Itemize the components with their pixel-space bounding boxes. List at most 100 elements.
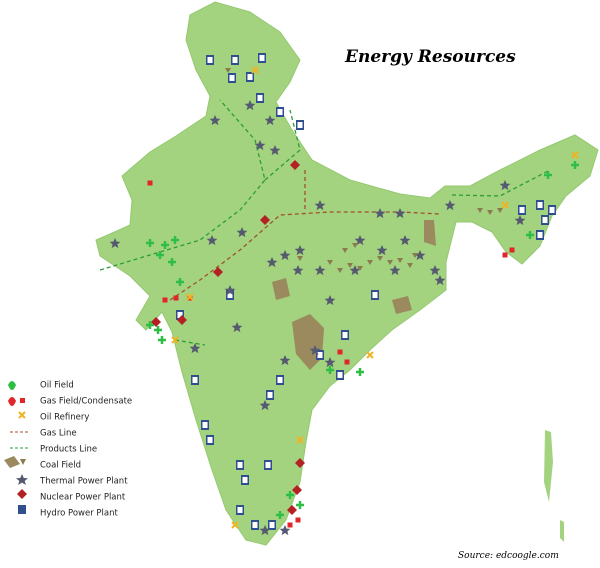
hydro-plant-inner xyxy=(277,377,283,383)
thermal-plant xyxy=(354,235,366,246)
legend-icon xyxy=(18,505,26,514)
thermal-plant xyxy=(314,200,326,211)
nuclear-plant xyxy=(177,315,187,325)
gas-field xyxy=(287,522,293,528)
nuclear-plant xyxy=(213,267,223,277)
thermal-plant xyxy=(254,140,266,151)
coal-point xyxy=(477,208,483,213)
legend-label: Gas Field/Condensate xyxy=(40,397,132,407)
gas-field xyxy=(295,517,301,523)
thermal-plant xyxy=(109,238,121,249)
refinery xyxy=(251,66,259,74)
hydro-plant-inner xyxy=(247,74,253,80)
hydro-plant-inner xyxy=(207,437,213,443)
coal-point xyxy=(347,263,353,268)
gas-field xyxy=(344,359,350,365)
hydro-plant-inner xyxy=(177,312,183,318)
thermal-plant xyxy=(236,227,248,238)
refinery xyxy=(366,351,374,359)
hydro-plant-inner xyxy=(519,207,525,213)
oil-field xyxy=(161,241,169,249)
oil-field xyxy=(171,236,179,244)
map-title: Energy Resources xyxy=(344,47,516,67)
thermal-plant xyxy=(414,250,426,261)
thermal-plant xyxy=(444,200,456,211)
legend-icon xyxy=(16,474,28,485)
thermal-plant xyxy=(244,100,256,111)
hydro-plant-inner xyxy=(259,55,265,61)
thermal-plant xyxy=(309,345,321,356)
refinery xyxy=(186,293,194,301)
island xyxy=(544,430,564,542)
hydro-plant-inner xyxy=(297,122,303,128)
hydro-plant-inner xyxy=(317,352,323,358)
legend-label: Oil Field xyxy=(40,381,74,391)
legend-icon xyxy=(20,459,26,465)
hydro-plant-inner xyxy=(202,422,208,428)
legend-label: Thermal Power Plant xyxy=(39,477,128,487)
thermal-plant xyxy=(429,265,441,276)
coal-field xyxy=(272,220,436,370)
oil-field xyxy=(276,511,284,519)
legend-icon xyxy=(20,398,25,403)
legend-label: Coal Field xyxy=(40,461,81,471)
oil-field xyxy=(158,336,166,344)
hydro-plant-inner xyxy=(229,75,235,81)
thermal-plant xyxy=(264,115,276,126)
map-symbols xyxy=(109,53,579,536)
thermal-plant xyxy=(279,525,291,536)
thermal-plant xyxy=(224,285,236,296)
oil-field xyxy=(146,321,154,329)
thermal-plant xyxy=(389,265,401,276)
thermal-plant xyxy=(279,250,291,261)
coal-point xyxy=(367,260,373,265)
thermal-plant xyxy=(231,322,243,333)
thermal-plant xyxy=(269,145,281,156)
refinery xyxy=(171,336,179,344)
hydro-plant-inner xyxy=(237,462,243,468)
oil-field xyxy=(168,258,176,266)
oil-field xyxy=(571,161,579,169)
refinery xyxy=(296,436,304,444)
coal-point xyxy=(497,208,503,213)
nuclear-plant xyxy=(151,317,161,327)
coal-point xyxy=(297,256,303,261)
products-line xyxy=(99,99,551,346)
hydro-plant-inner xyxy=(542,217,548,223)
thermal-plant xyxy=(294,245,306,256)
oil-field xyxy=(544,171,552,179)
thermal-plant xyxy=(314,265,326,276)
refinery xyxy=(571,151,579,159)
gas-field xyxy=(147,180,153,186)
oil-field xyxy=(156,251,164,259)
hydro-plant-inner xyxy=(277,109,283,115)
hydro-plant-inner xyxy=(242,477,248,483)
thermal-plant xyxy=(376,245,388,256)
thermal-plant xyxy=(209,115,221,126)
legend-label: Nuclear Power Plant xyxy=(40,493,126,503)
nuclear-plant xyxy=(290,160,300,170)
legend-icon xyxy=(18,411,26,419)
gas-field xyxy=(162,297,168,303)
coal-point xyxy=(225,68,231,73)
nuclear-plant xyxy=(260,215,270,225)
hydro-plant-inner xyxy=(342,332,348,338)
oil-field xyxy=(146,239,154,247)
india-outline xyxy=(95,1,599,546)
source: Source: edcoogle.com xyxy=(458,551,559,561)
oil-field xyxy=(526,231,534,239)
hydro-plant-inner xyxy=(207,57,213,63)
coal-point xyxy=(357,266,363,271)
hydro-plant-inner xyxy=(372,292,378,298)
oil-field xyxy=(326,366,334,374)
legend-label: Products Line xyxy=(40,445,97,455)
legend-icon xyxy=(8,381,16,390)
hydro-plant-inner xyxy=(269,522,275,528)
thermal-plant xyxy=(324,295,336,306)
thermal-plant xyxy=(499,180,511,191)
thermal-plant xyxy=(279,355,291,366)
coal-point xyxy=(377,256,383,261)
coal-point xyxy=(327,260,333,265)
thermal-plant xyxy=(434,275,446,286)
